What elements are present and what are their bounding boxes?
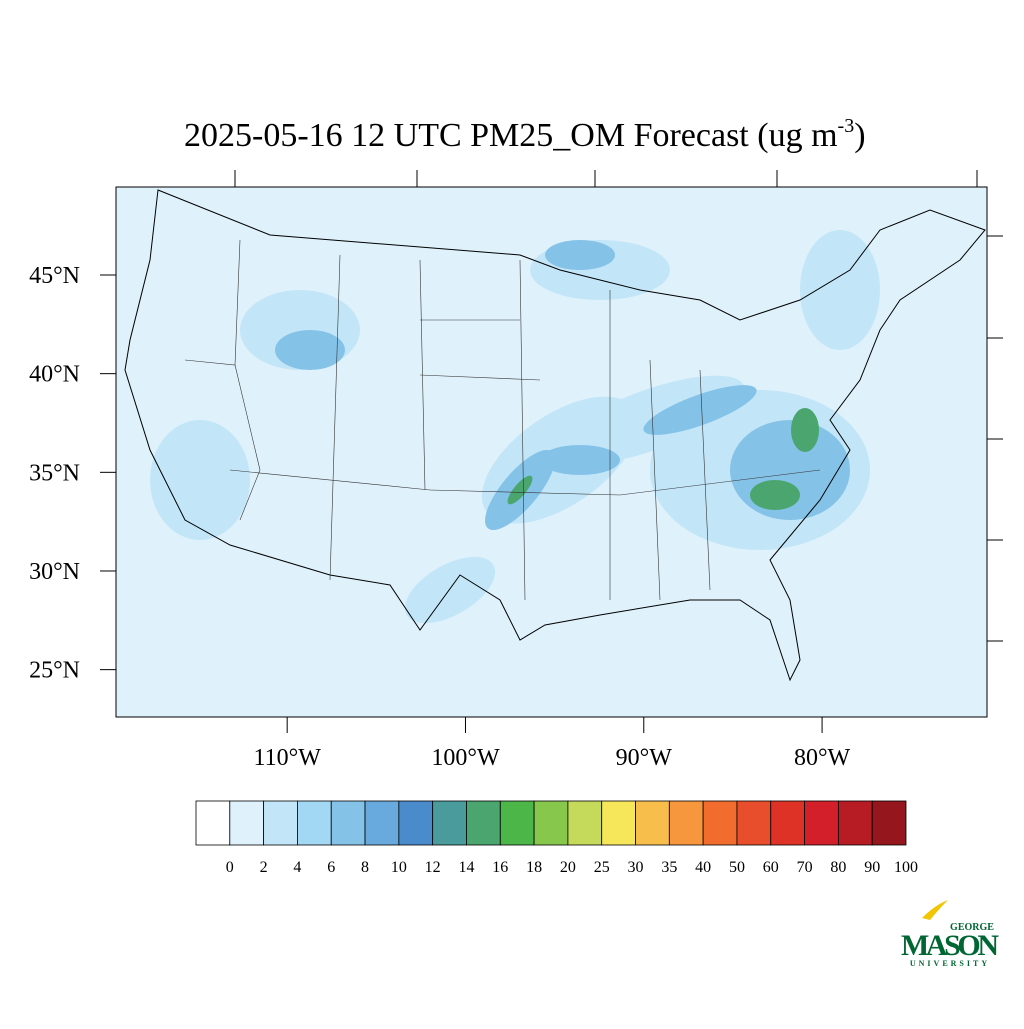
- colorbar-box: [871, 800, 907, 846]
- colorbar-label: 20: [560, 859, 576, 876]
- colorbar-box: [804, 800, 839, 846]
- colorbar-box: [432, 800, 467, 846]
- colorbar-label: 6: [327, 859, 335, 876]
- colorbar-box: [837, 800, 873, 846]
- colorbar-label: 4: [293, 859, 301, 876]
- colorbar-box: [263, 800, 298, 846]
- colorbar-label: 25: [594, 859, 610, 876]
- x-tick-label: 100°W: [431, 745, 500, 771]
- colorbar: 0 2 4 6 8 10 12 14 16 18 20 25 30 35 40 50 60 70 80 90 100: [195, 800, 918, 876]
- colorbar-label: 50: [729, 859, 745, 876]
- coastline: [124, 189, 986, 682]
- y-tick-label: 35°N: [29, 460, 80, 486]
- plume-light: [150, 230, 880, 624]
- title: 2025-05-16 12 UTC PM25_OM Forecast (ug m…: [184, 115, 866, 154]
- title-text: 2025-05-16 12 UTC PM25_OM Forecast (ug m: [184, 117, 838, 154]
- colorbar-box: [770, 800, 805, 846]
- colorbar-label: 40: [695, 859, 711, 876]
- map-frame: [115, 186, 988, 718]
- colorbar-box: [499, 800, 535, 846]
- colorbar-box: [702, 800, 738, 846]
- title-superscript: -3: [838, 115, 855, 137]
- y-tick-label: 45°N: [29, 263, 80, 289]
- colorbar-label: 30: [628, 859, 644, 876]
- x-tick-label: 110°W: [253, 745, 321, 771]
- colorbar-label: 12: [425, 859, 441, 876]
- map: 110°W 100°W 90°W 80°W 25°N 30°N 35°N 40°N 45°N: [29, 170, 1003, 771]
- colorbar-label: 60: [763, 859, 779, 876]
- colorbar-box: [330, 800, 366, 846]
- graticule-ticks: [234, 170, 1003, 642]
- colorbar-label: 80: [830, 859, 846, 876]
- colorbar-box: [736, 800, 772, 846]
- colorbar-label: 8: [361, 859, 369, 876]
- logo-bottom: UNIVERSITY: [910, 959, 990, 968]
- colorbar-label: 2: [260, 859, 268, 876]
- title-end: ): [854, 117, 865, 154]
- logo: GEORGE MASON UNIVERSITY: [901, 900, 999, 968]
- colorbar-label: 100: [894, 859, 918, 876]
- colorbar-label: 10: [391, 859, 407, 876]
- colorbar-box: [195, 800, 231, 846]
- state-borders: [184, 239, 821, 601]
- y-tick-label: 25°N: [29, 658, 80, 684]
- colorbar-box: [635, 800, 670, 846]
- colorbar-box: [567, 800, 603, 846]
- colorbar-label: 70: [797, 859, 813, 876]
- colorbar-box: [533, 800, 569, 846]
- colorbar-label: 35: [661, 859, 677, 876]
- colorbar-label: 16: [492, 859, 508, 876]
- axes: 110°W 100°W 90°W 80°W 25°N 30°N 35°N 40°N 45°N: [29, 263, 850, 771]
- colorbar-label: 14: [458, 859, 474, 876]
- colorbar-label: 90: [864, 859, 880, 876]
- colorbar-box: [229, 800, 265, 846]
- plume-high: [507, 408, 819, 510]
- x-tick-label: 90°W: [616, 745, 673, 771]
- colorbar-label: 0: [226, 859, 234, 876]
- colorbar-label: 18: [526, 859, 542, 876]
- colorbar-box: [297, 800, 332, 846]
- colorbar-box: [668, 800, 704, 846]
- logo-top: GEORGE: [950, 922, 994, 933]
- colorbar-box: [364, 800, 400, 846]
- x-tick-label: 80°W: [794, 745, 851, 771]
- colorbar-box: [398, 800, 434, 846]
- y-tick-label: 40°N: [29, 362, 80, 388]
- y-tick-label: 30°N: [29, 559, 80, 585]
- logo-main: MASON: [901, 929, 999, 962]
- colorbar-box: [466, 800, 501, 846]
- colorbar-box: [601, 800, 636, 846]
- logo-swoosh: [922, 900, 948, 920]
